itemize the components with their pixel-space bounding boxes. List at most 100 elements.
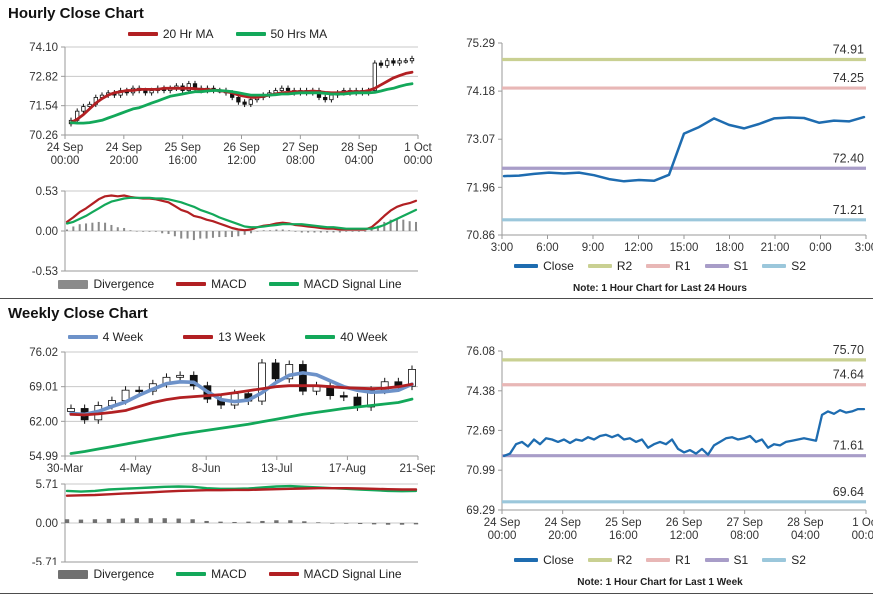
legend-label: S1 <box>733 259 749 273</box>
svg-text:70.86: 70.86 <box>466 230 495 242</box>
svg-text:62.00: 62.00 <box>29 416 58 428</box>
svg-text:0.53: 0.53 <box>36 186 58 198</box>
svg-text:21:00: 21:00 <box>761 242 790 254</box>
svg-text:12:00: 12:00 <box>227 155 256 167</box>
weekly-sr-legend: Close R2 R1 S1 S2 <box>470 553 850 567</box>
legend-item-s1: S1 <box>704 553 749 567</box>
svg-text:1 Oct: 1 Oct <box>852 517 873 529</box>
svg-text:24 Sep: 24 Sep <box>47 142 83 154</box>
svg-text:-0.53: -0.53 <box>32 266 58 278</box>
svg-text:9:00: 9:00 <box>582 242 604 254</box>
legend-label: 13 Week <box>218 330 266 344</box>
svg-text:54.99: 54.99 <box>29 451 58 463</box>
legend-label: 4 Week <box>102 330 144 344</box>
hourly-section-title: Hourly Close Chart <box>8 5 144 22</box>
svg-text:30-Mar: 30-Mar <box>47 463 84 475</box>
legend-item-r2: R2 <box>587 553 633 567</box>
legend-item-50hr-ma: 50 Hrs MA <box>235 27 328 41</box>
hourly-chart-note: Note: 1 Hour Chart for Last 24 Hours <box>573 283 747 294</box>
svg-text:08:00: 08:00 <box>286 155 315 167</box>
13week-swatch-icon <box>183 335 214 339</box>
legend-label: 20 Hr MA <box>162 27 214 41</box>
legend-label: Close <box>543 553 574 567</box>
legend-label: R2 <box>616 259 633 273</box>
svg-text:20:00: 20:00 <box>109 155 138 167</box>
legend-item-r2: R2 <box>587 259 633 273</box>
svg-text:25 Sep: 25 Sep <box>164 142 200 154</box>
section-divider <box>0 298 873 299</box>
svg-text:1 Oct: 1 Oct <box>404 142 432 154</box>
svg-text:15:00: 15:00 <box>670 242 699 254</box>
macd-signal-swatch-icon <box>268 572 299 576</box>
svg-text:71.96: 71.96 <box>466 182 495 194</box>
legend-item-close: Close <box>514 553 574 567</box>
legend-item-4week: 4 Week <box>67 330 144 344</box>
svg-text:76.08: 76.08 <box>466 346 495 358</box>
svg-text:6:00: 6:00 <box>536 242 558 254</box>
legend-label: Divergence <box>93 277 155 291</box>
hourly-price-legend: 20 Hr MA 50 Hrs MA <box>20 27 435 41</box>
legend-label: MACD <box>211 277 247 291</box>
svg-text:74.64: 74.64 <box>833 368 864 382</box>
legend-item-s1: S1 <box>704 259 749 273</box>
legend-item-macd-signal: MACD Signal Line <box>268 277 402 291</box>
legend-label: MACD Signal Line <box>303 567 402 581</box>
svg-text:26 Sep: 26 Sep <box>666 517 702 529</box>
svg-text:17-Aug: 17-Aug <box>329 463 366 475</box>
svg-text:27 Sep: 27 Sep <box>282 142 318 154</box>
weekly-macd-legend: Divergence MACD MACD Signal Line <box>30 567 430 581</box>
svg-text:3:00: 3:00 <box>855 242 873 254</box>
divergence-swatch-icon <box>58 569 89 579</box>
divergence-swatch-icon <box>58 279 89 289</box>
svg-text:69.64: 69.64 <box>833 485 864 499</box>
legend-label: 40 Week <box>340 330 388 344</box>
svg-text:18:00: 18:00 <box>715 242 744 254</box>
legend-label: 50 Hrs MA <box>270 27 328 41</box>
svg-text:00:00: 00:00 <box>404 155 433 167</box>
r1-swatch-icon <box>646 264 671 268</box>
svg-text:70.99: 70.99 <box>466 465 495 477</box>
legend-item-s2: S2 <box>762 553 806 567</box>
legend-label: S1 <box>733 553 749 567</box>
svg-text:20:00: 20:00 <box>548 530 577 542</box>
svg-text:75.29: 75.29 <box>466 38 495 50</box>
macd-swatch-icon <box>176 282 207 286</box>
svg-text:74.10: 74.10 <box>29 42 58 54</box>
svg-text:74.91: 74.91 <box>833 42 864 56</box>
svg-text:04:00: 04:00 <box>791 530 820 542</box>
hourly-macd-chart: 0.53 0.00 -0.53 <box>32 186 418 278</box>
svg-text:27 Sep: 27 Sep <box>726 517 762 529</box>
svg-text:72.40: 72.40 <box>833 151 864 165</box>
svg-text:4-May: 4-May <box>120 463 152 475</box>
weekly-chart-note: Note: 1 Hour Chart for Last 1 Week <box>577 577 743 588</box>
svg-text:00:00: 00:00 <box>488 530 517 542</box>
r2-swatch-icon <box>587 558 612 562</box>
svg-text:76.02: 76.02 <box>29 347 58 359</box>
svg-text:72.69: 72.69 <box>466 425 495 437</box>
legend-item-macd-signal: MACD Signal Line <box>268 567 402 581</box>
50hr-ma-swatch-icon <box>235 32 266 36</box>
legend-label: R2 <box>616 553 633 567</box>
bottom-divider <box>0 593 873 594</box>
svg-text:12:00: 12:00 <box>670 530 699 542</box>
svg-text:04:00: 04:00 <box>345 155 374 167</box>
legend-item-close: Close <box>514 259 574 273</box>
svg-text:24 Sep: 24 Sep <box>484 517 520 529</box>
svg-text:71.61: 71.61 <box>833 439 864 453</box>
svg-text:00:00: 00:00 <box>852 530 873 542</box>
svg-text:12:00: 12:00 <box>624 242 653 254</box>
s2-swatch-icon <box>762 558 787 562</box>
s1-swatch-icon <box>704 264 729 268</box>
s1-swatch-icon <box>704 558 729 562</box>
legend-label: S2 <box>791 553 806 567</box>
legend-item-r1: R1 <box>646 259 691 273</box>
svg-text:70.26: 70.26 <box>29 130 58 142</box>
legend-item-divergence: Divergence <box>58 277 154 291</box>
legend-item-13week: 13 Week <box>183 330 265 344</box>
svg-text:71.21: 71.21 <box>833 203 864 217</box>
svg-text:8-Jun: 8-Jun <box>192 463 221 475</box>
4week-swatch-icon <box>67 335 98 339</box>
